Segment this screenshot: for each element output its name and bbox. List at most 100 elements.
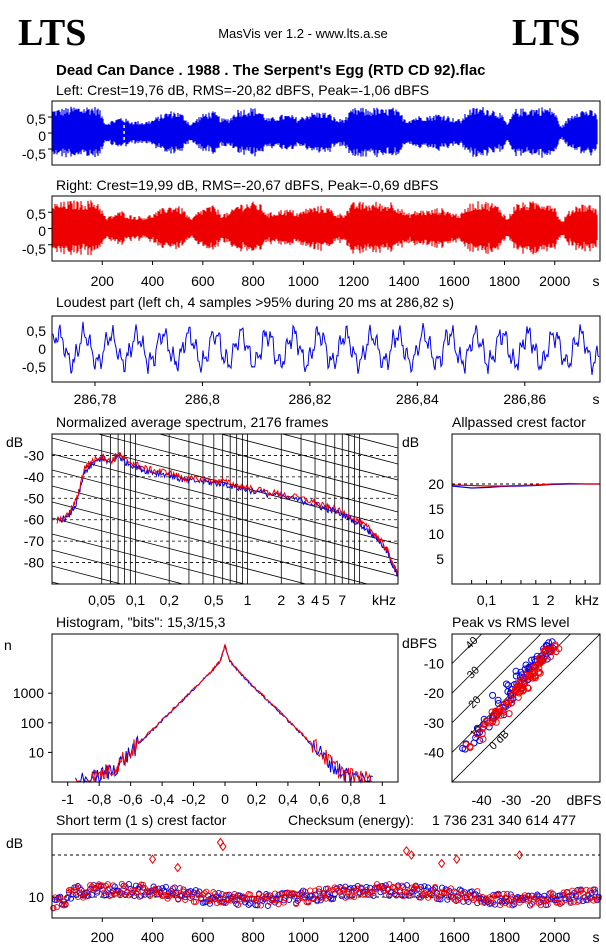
slope-line [52,501,369,584]
checksum-value: 1 736 231 340 614 477 [432,812,576,828]
short-term-x-ticks: 200 400 600 800 1000 1200 1400 1600 1800 2000 [91,918,571,945]
x-tick-label: 0,8 [341,791,361,807]
crest-point-right [417,894,425,901]
crest-point-right [544,901,551,908]
crest-point-right [530,898,537,905]
spectrum-series-right [56,451,398,576]
right-ytick-zero: 0 [38,223,46,239]
scatter-point-right [535,664,543,672]
left-waveform-title: Left: Crest=19,76 dB, RMS=-20,82 dBFS, P… [56,82,429,98]
crest-point-right [294,891,301,898]
crest-point-right [136,893,143,900]
crest-diagonal [452,634,483,665]
crest-point-right [102,883,110,890]
crest-point-right [534,893,541,900]
crest-point-right [407,892,414,899]
slope-line [52,662,398,752]
crest-point-right [351,893,358,901]
scatter-point-right [524,684,532,692]
crest-point-right [270,897,277,904]
right-waveform-plot [48,195,601,262]
crest-point-right [516,899,523,906]
x-tick-label: 0,1 [126,592,146,608]
crest-point-left [196,888,203,895]
slope-line [52,469,398,561]
crest-point-right [562,896,569,904]
short-term-y-ticks: 10 [28,889,44,905]
allpass-title: Allpassed crest factor [452,414,586,430]
x-tick-label: 0 [221,791,229,807]
crest-point-right [76,884,83,891]
slope-line [52,598,398,688]
crest-point-right [315,885,323,892]
crest-outlier [148,854,157,865]
crest-point-right [569,887,576,894]
x-tick-label: -0,8 [87,791,111,807]
crest-point-left [180,886,187,893]
crest-point-left [312,891,319,898]
x-tick-label: 4 [311,592,319,608]
crest-point-left [94,889,101,896]
x-tick-label: -0,6 [119,791,143,807]
crest-point-right [139,881,147,888]
crest-point-right [266,898,273,906]
crest-outlier [515,850,524,860]
x-tick-label: 286,82 [288,391,331,407]
crest-point-right [565,892,572,899]
file-title: Dead Can Dance . 1988 . The Serpent's Eg… [56,62,486,79]
scatter-point-right [535,668,543,676]
scatter-point-right [480,723,488,731]
crest-point-left [88,891,96,898]
loudest-part-x-unit: s [593,391,600,407]
plot-frame [51,100,601,166]
slope-line [52,278,398,368]
plot-frame [451,633,601,783]
slope-line [219,434,398,481]
crest-diagonal-label: 0 dB [487,728,511,752]
y-tick-label: -30 [424,715,444,731]
crest-point-right [358,884,365,891]
crest-point-right [154,889,161,896]
left-ytick-neg: -0,5 [22,146,46,162]
crest-point-right [595,895,602,902]
crest-point-left [203,898,210,905]
x-tick-label: 400 [141,273,165,289]
x-tick-label: 0,5 [204,592,224,608]
scatter-point-right [539,657,547,665]
x-tick-label: -20 [531,792,551,808]
crest-point-right [393,891,400,898]
loudest-part-plot [51,315,601,383]
crest-point-right [432,884,439,891]
scatter-point-right [485,719,493,727]
crest-point-right [250,896,257,903]
y-tick-label: 15 [428,501,444,517]
crest-point-right [213,899,220,907]
plot-frame [51,195,601,262]
crest-outlier [407,850,416,860]
x-tick-label: 1600 [439,929,470,945]
y-tick-label: 100 [21,715,45,731]
crest-point-right [571,898,578,905]
scatter-point-right [489,717,497,725]
peak-rms-y-ticks: -10 -20 -30 -40 [424,656,444,761]
scatter-point-right [473,730,481,738]
spectrum-plot [51,278,399,752]
crest-point-right [490,899,497,906]
checksum-label: Checksum (energy): [288,812,414,828]
histogram-plot [51,633,399,784]
crest-point-right [463,896,470,903]
crest-point-right [425,894,432,901]
scatter-point-right [547,645,555,653]
crest-point-right [208,896,215,903]
spectrum-x-ticks: 0,05 0,1 0,2 0,5 1 2 3 4 5 7 [88,592,346,608]
x-tick-label: 1800 [489,273,520,289]
crest-point-right [382,891,389,899]
crest-point-right [546,895,553,902]
scatter-point-left [502,680,510,688]
x-tick-label: 1800 [489,929,520,945]
x-tick-label: -0,4 [150,791,174,807]
allpass-x-unit: kHz [575,592,599,608]
scatter-point-right [520,680,528,688]
slope-line [52,646,398,736]
crest-point-right [521,892,528,899]
